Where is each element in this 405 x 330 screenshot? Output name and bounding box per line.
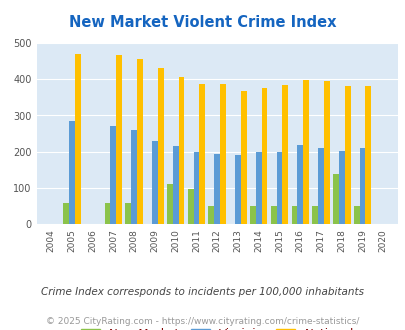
Bar bbox=[359, 148, 364, 224]
Bar bbox=[187, 189, 193, 224]
Bar bbox=[116, 55, 122, 224]
Bar bbox=[282, 85, 288, 224]
Bar bbox=[276, 152, 282, 224]
Bar bbox=[240, 91, 246, 224]
Bar bbox=[75, 54, 80, 224]
Bar bbox=[214, 154, 220, 224]
Bar bbox=[344, 86, 350, 224]
Bar bbox=[137, 59, 143, 224]
Bar bbox=[208, 206, 214, 224]
Bar bbox=[303, 80, 308, 224]
Bar bbox=[291, 206, 296, 224]
Bar bbox=[173, 147, 178, 224]
Legend: New Market, Virginia, National: New Market, Virginia, National bbox=[77, 325, 356, 330]
Bar bbox=[104, 203, 110, 224]
Bar bbox=[220, 84, 225, 224]
Bar bbox=[178, 77, 184, 224]
Bar bbox=[338, 151, 344, 224]
Bar bbox=[270, 206, 276, 224]
Bar bbox=[131, 130, 137, 224]
Bar bbox=[63, 203, 69, 224]
Text: © 2025 CityRating.com - https://www.cityrating.com/crime-statistics/: © 2025 CityRating.com - https://www.city… bbox=[46, 317, 359, 326]
Bar bbox=[234, 155, 240, 224]
Bar bbox=[151, 141, 158, 224]
Bar bbox=[125, 203, 131, 224]
Text: New Market Violent Crime Index: New Market Violent Crime Index bbox=[69, 15, 336, 30]
Bar bbox=[318, 148, 323, 224]
Bar bbox=[364, 86, 371, 224]
Bar bbox=[69, 121, 75, 224]
Bar bbox=[323, 82, 329, 224]
Bar bbox=[199, 84, 205, 224]
Bar bbox=[353, 206, 359, 224]
Bar bbox=[166, 184, 173, 224]
Bar bbox=[332, 174, 338, 224]
Bar bbox=[249, 206, 255, 224]
Bar bbox=[158, 68, 163, 224]
Bar bbox=[255, 152, 261, 224]
Text: Crime Index corresponds to incidents per 100,000 inhabitants: Crime Index corresponds to incidents per… bbox=[41, 287, 364, 297]
Bar bbox=[261, 87, 267, 224]
Bar bbox=[311, 206, 318, 224]
Bar bbox=[110, 126, 116, 224]
Bar bbox=[296, 145, 303, 224]
Bar bbox=[193, 152, 199, 224]
